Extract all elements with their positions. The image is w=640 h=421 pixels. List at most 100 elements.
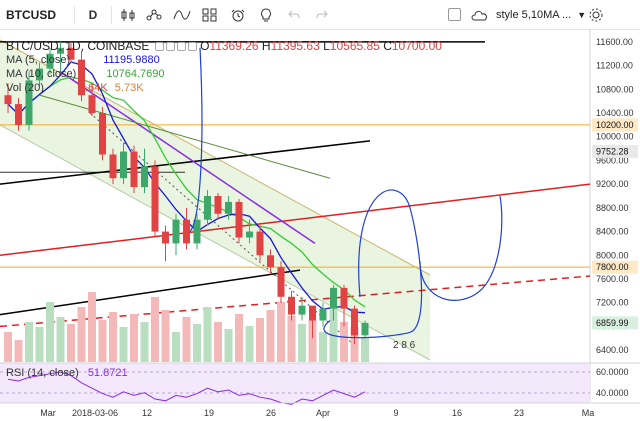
price-tag-bg (592, 260, 638, 274)
templates-icon[interactable] (196, 0, 224, 30)
divider (111, 5, 112, 24)
vol-value-1: 5.64K (78, 82, 108, 94)
candle (183, 207, 190, 250)
settings-icon[interactable] (165, 42, 175, 52)
drawn-curve-mid (189, 47, 203, 232)
compare-icon[interactable] (140, 0, 168, 30)
candle (46, 47, 54, 75)
candle-body (130, 151, 138, 188)
divider (74, 5, 75, 24)
open-label: O (200, 39, 210, 53)
rsi-label: RSI (14, close) (6, 367, 79, 379)
candle (204, 190, 211, 226)
candle-body (340, 287, 348, 309)
candle-body (162, 231, 169, 244)
time-tick-label: Ma (582, 408, 595, 418)
candle-body (330, 287, 337, 309)
template-label: style 5,10MA ... (496, 9, 572, 21)
black-trendline-lower (0, 269, 301, 316)
eye-icon[interactable] (154, 42, 164, 52)
volume-bar (35, 327, 44, 362)
ma5-value: 11195.9880 (103, 54, 160, 66)
candle (277, 261, 285, 303)
price-chart[interactable]: Mar 2018-03-06 12 19 26 Apr 9 16 23 Ma 11600.00 112… (0, 30, 640, 421)
channel-lower-line (0, 124, 431, 361)
volume-bar (266, 310, 275, 362)
volume-bar (25, 322, 33, 362)
candle (120, 142, 127, 185)
price-tag-bg (592, 144, 638, 158)
candle-body (99, 113, 106, 155)
price-tag-label: 10200.00 (596, 120, 634, 130)
candle (309, 305, 316, 339)
volume-bar (277, 302, 285, 362)
candle-body (36, 68, 43, 81)
undo-icon[interactable] (280, 0, 308, 30)
candle-body (25, 80, 33, 125)
candle-body (361, 322, 369, 336)
green-trendline (39, 94, 331, 179)
symbol-search[interactable]: BTCUSD (6, 7, 56, 22)
candle-body (151, 166, 159, 232)
time-tick-label: 19 (204, 408, 214, 418)
volume-bar (130, 314, 138, 362)
candles-icon[interactable] (116, 0, 140, 30)
fullscreen-checkbox[interactable] (448, 8, 461, 21)
candle (78, 50, 85, 102)
alert-icon[interactable] (224, 0, 252, 30)
candle (225, 196, 232, 220)
chart-area[interactable]: Mar 2018-03-06 12 19 26 Apr 9 16 23 Ma 11600.00 112… (0, 30, 640, 421)
black-trendline-upper (0, 140, 371, 185)
price-tick-label: 10400.00 (596, 108, 634, 118)
candle-body (319, 308, 327, 321)
candle-body (4, 95, 12, 105)
candle-body (256, 231, 264, 256)
chevron-down-icon: ▼ (577, 10, 587, 20)
candle (319, 302, 327, 327)
ma5-label: MA (5, close) (6, 54, 71, 66)
ma10-label: MA (10, close) (6, 68, 77, 80)
volume-bar (214, 322, 222, 362)
candle (88, 83, 96, 116)
time-tick-label: 9 (393, 408, 398, 418)
volume-bar (245, 326, 254, 362)
candle-body (15, 104, 22, 125)
time-tick-label: 26 (266, 408, 276, 418)
legend-volume[interactable]: Vol (20) 5.64K 5.73K (6, 82, 144, 95)
open-value: 11369.26 (209, 39, 259, 53)
candle-body (298, 305, 306, 315)
more-icon[interactable] (187, 42, 197, 52)
candle-body (204, 196, 211, 220)
time-tick-label: Mar (40, 408, 56, 418)
legend-rsi[interactable]: RSI (14, close) 51.8721 (6, 367, 128, 380)
legend-ma5[interactable]: MA (5, close) 11195.9880 (6, 54, 160, 67)
price-tick-label: 8400.00 (596, 227, 629, 237)
cloud-icon (471, 11, 487, 21)
events-markers[interactable]: 2 8 6 (393, 340, 416, 351)
candle (67, 41, 75, 63)
price-tick-label: 10000.00 (596, 132, 634, 142)
interval-button[interactable]: D (88, 7, 98, 22)
volume-bar (98, 320, 107, 362)
purple-trendline (59, 70, 316, 245)
red-trendline (0, 183, 591, 257)
price-tick-label: 9600.00 (596, 155, 629, 165)
price-tag-label: 9752.28 (596, 146, 629, 156)
close-icon[interactable] (176, 42, 186, 52)
template-selector[interactable]: style 5,10MA ... ▼ (470, 0, 586, 30)
candle-body (277, 267, 285, 297)
idea-icon[interactable] (252, 0, 280, 30)
candle (256, 225, 264, 262)
candle (214, 193, 222, 220)
legend-ma10[interactable]: MA (10, close) 10764.7690 (6, 68, 165, 81)
settings-gear-icon[interactable] (582, 0, 610, 30)
drawn-curve-right (419, 195, 503, 301)
price-axis-bg (590, 30, 640, 421)
candle (15, 98, 22, 131)
redo-icon[interactable] (308, 0, 336, 30)
candle (288, 290, 295, 321)
volume-bar (140, 322, 149, 362)
volume-bar (193, 324, 201, 362)
candle (130, 145, 138, 194)
indicators-icon[interactable] (168, 0, 196, 30)
